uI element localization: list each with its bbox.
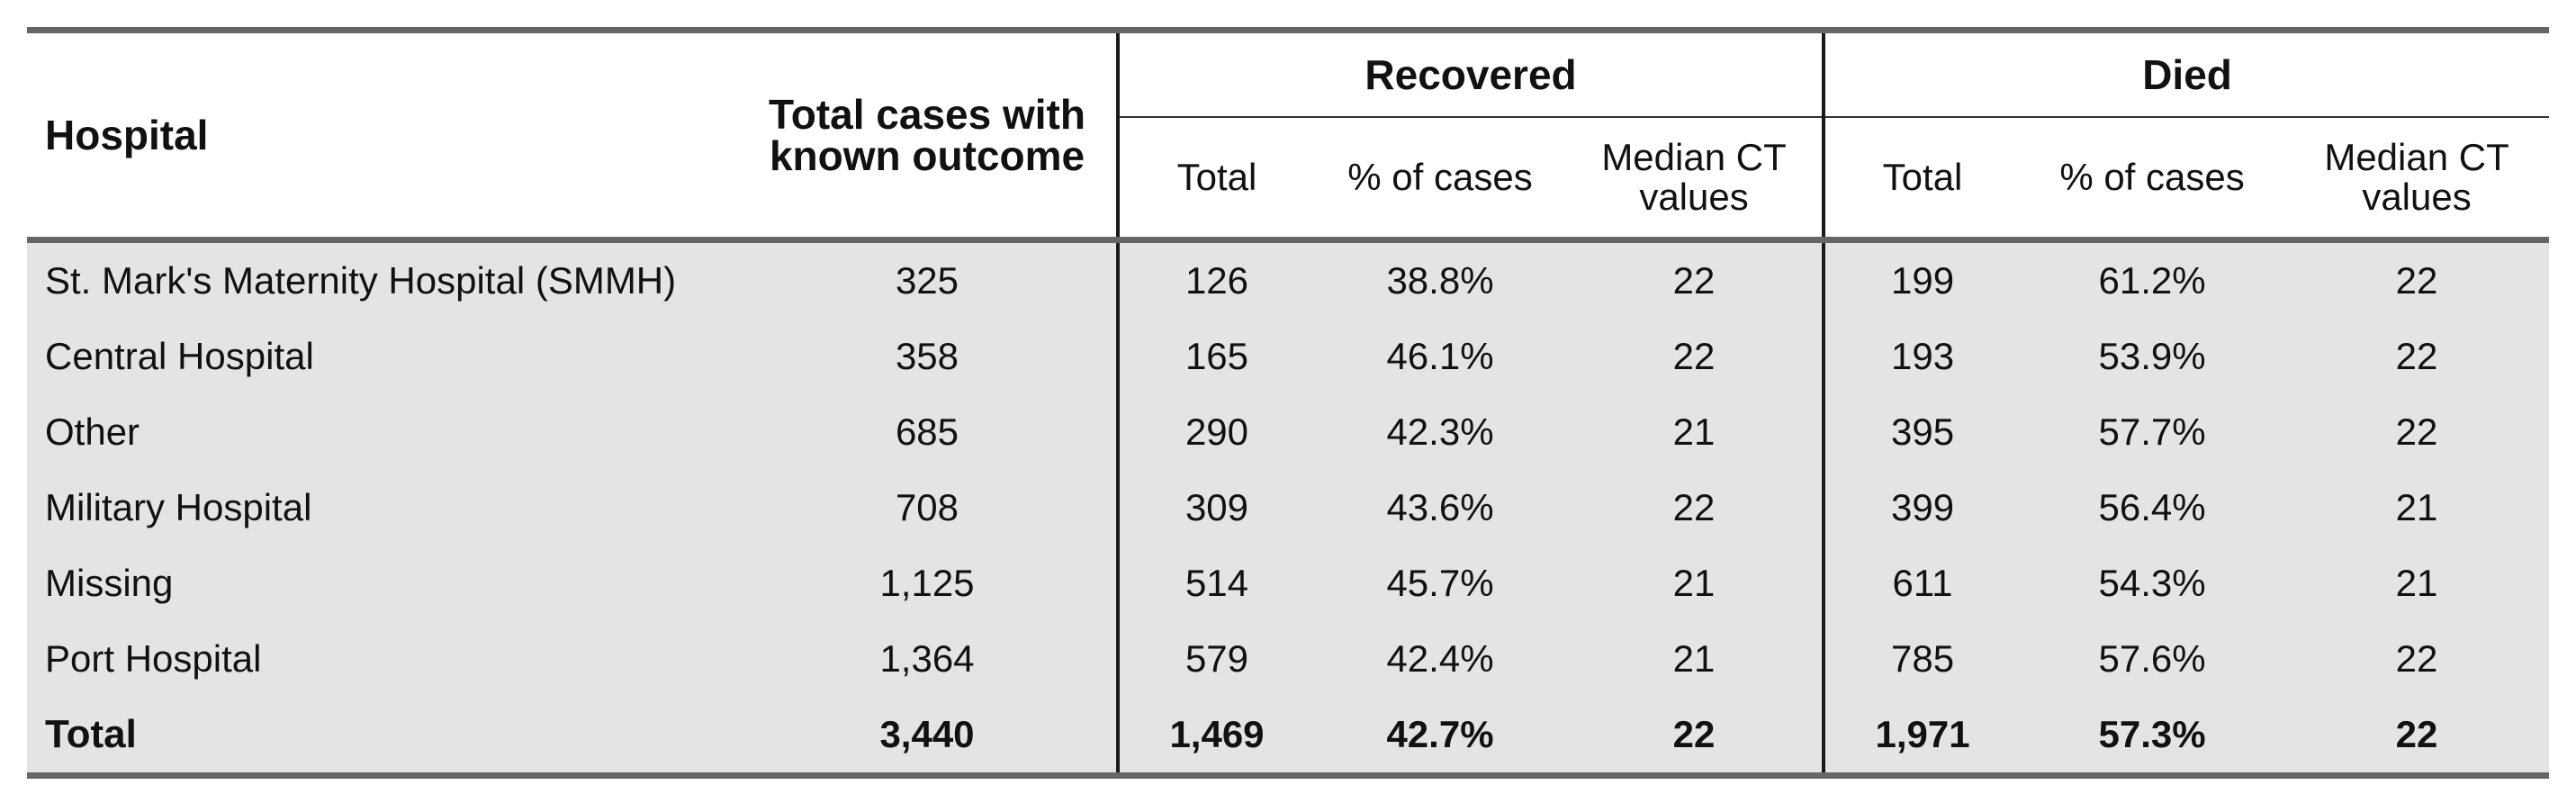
cell-recovered-total: 165 <box>1116 319 1314 394</box>
header-total-cases: Total cases with known outcome <box>738 27 1118 240</box>
cell-recovered-total-total: 1,469 <box>1116 697 1314 779</box>
cell-recovered-total: 309 <box>1116 470 1314 546</box>
cell-recovered-total: 126 <box>1116 237 1314 319</box>
cell-recovered-median: 22 <box>1566 319 1824 394</box>
cell-died-total: 785 <box>1822 621 2021 697</box>
header-died-median: Median CT values <box>2284 117 2550 240</box>
cell-died-pct: 57.6% <box>2020 621 2285 697</box>
outcome-table-container: Hospital Total cases with known outcome … <box>27 27 2550 779</box>
header-recovered-median: Median CT values <box>1566 117 1824 240</box>
cell-died-median: 22 <box>2284 319 2550 394</box>
cell-died-median-total: 22 <box>2284 697 2550 779</box>
cell-died-pct: 54.3% <box>2020 546 2285 621</box>
cell-recovered-median: 21 <box>1566 394 1824 470</box>
cell-total-cases: 358 <box>738 319 1118 394</box>
cell-recovered-pct: 45.7% <box>1314 546 1566 621</box>
cell-died-median: 22 <box>2284 621 2550 697</box>
header-row-groups: Hospital Total cases with known outcome … <box>27 27 2550 240</box>
cell-recovered-pct: 42.3% <box>1314 394 1566 470</box>
cell-total-cases: 1,364 <box>738 621 1118 697</box>
cell-died-total-total: 1,971 <box>1822 697 2021 779</box>
table-body: St. Mark's Maternity Hospital (SMMH) 325… <box>27 237 2550 779</box>
cell-hospital: Central Hospital <box>27 319 738 394</box>
cell-total-cases: 708 <box>738 470 1118 546</box>
cell-recovered-median-total: 22 <box>1566 697 1824 779</box>
header-recovered: Recovered <box>1115 27 1824 118</box>
cell-recovered-median: 22 <box>1566 237 1824 319</box>
cell-total-cases: 1,125 <box>738 546 1118 621</box>
table-row: Missing 1,125 514 45.7% 21 611 54.3% 21 <box>27 546 2550 621</box>
cell-died-median: 22 <box>2284 394 2550 470</box>
cell-died-total: 395 <box>1822 394 2021 470</box>
header-row-subcolumns: Total % of cases Median CT values Total … <box>27 117 2550 240</box>
table-header: Hospital Total cases with known outcome … <box>27 27 2550 240</box>
cell-hospital: Other <box>27 394 738 470</box>
table-row: Port Hospital 1,364 579 42.4% 21 785 57.… <box>27 621 2550 697</box>
cell-died-total: 399 <box>1822 470 2021 546</box>
cell-hospital: Military Hospital <box>27 470 738 546</box>
header-recovered-total: Total <box>1116 117 1314 240</box>
cell-total-cases-total: 3,440 <box>738 697 1118 779</box>
cell-died-pct: 53.9% <box>2020 319 2285 394</box>
cell-total-cases: 325 <box>738 237 1118 319</box>
cell-died-total: 611 <box>1822 546 2021 621</box>
outcome-table: Hospital Total cases with known outcome … <box>27 27 2550 779</box>
table-row: St. Mark's Maternity Hospital (SMMH) 325… <box>27 237 2550 319</box>
header-recovered-pct: % of cases <box>1314 117 1566 240</box>
cell-hospital: Port Hospital <box>27 621 738 697</box>
table-total-row: Total 3,440 1,469 42.7% 22 1,971 57.3% 2… <box>27 697 2550 779</box>
cell-died-pct: 61.2% <box>2020 237 2285 319</box>
cell-recovered-pct: 43.6% <box>1314 470 1566 546</box>
cell-recovered-pct: 38.8% <box>1314 237 1566 319</box>
cell-recovered-pct-total: 42.7% <box>1314 697 1566 779</box>
cell-died-pct: 57.7% <box>2020 394 2285 470</box>
table-row: Military Hospital 708 309 43.6% 22 399 5… <box>27 470 2550 546</box>
header-died-pct: % of cases <box>2020 117 2285 240</box>
cell-recovered-total: 579 <box>1116 621 1314 697</box>
cell-died-median: 22 <box>2284 237 2550 319</box>
cell-recovered-total: 514 <box>1116 546 1314 621</box>
cell-hospital-total: Total <box>27 697 738 779</box>
cell-total-cases: 685 <box>738 394 1118 470</box>
header-hospital: Hospital <box>27 27 738 240</box>
cell-recovered-median: 21 <box>1566 546 1824 621</box>
cell-died-total: 199 <box>1822 237 2021 319</box>
cell-recovered-median: 21 <box>1566 621 1824 697</box>
cell-recovered-pct: 46.1% <box>1314 319 1566 394</box>
cell-recovered-median: 22 <box>1566 470 1824 546</box>
cell-died-pct-total: 57.3% <box>2020 697 2285 779</box>
table-row: Central Hospital 358 165 46.1% 22 193 53… <box>27 319 2550 394</box>
cell-died-median: 21 <box>2284 546 2550 621</box>
header-died-total: Total <box>1822 117 2021 240</box>
header-died: Died <box>1822 27 2550 118</box>
cell-died-median: 21 <box>2284 470 2550 546</box>
table-row: Other 685 290 42.3% 21 395 57.7% 22 <box>27 394 2550 470</box>
cell-hospital: Missing <box>27 546 738 621</box>
cell-recovered-total: 290 <box>1116 394 1314 470</box>
cell-hospital: St. Mark's Maternity Hospital (SMMH) <box>27 237 738 319</box>
cell-died-pct: 56.4% <box>2020 470 2285 546</box>
cell-recovered-pct: 42.4% <box>1314 621 1566 697</box>
cell-died-total: 193 <box>1822 319 2021 394</box>
